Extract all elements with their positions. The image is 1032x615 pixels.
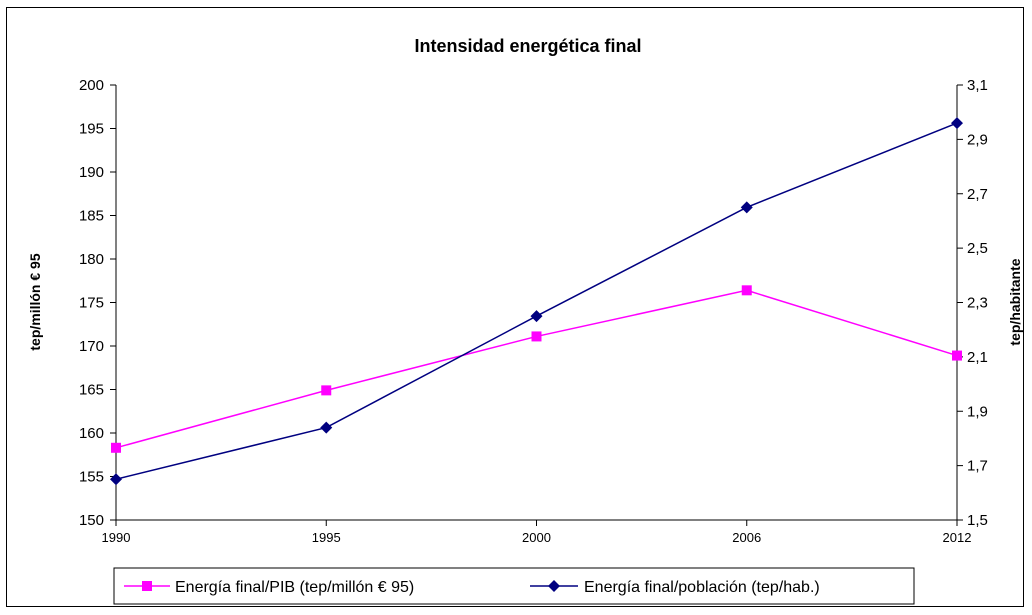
series-line-1: [115, 122, 958, 480]
y-left-tick-label: 150: [79, 512, 104, 529]
data-point-diamond: [110, 473, 122, 486]
y-left-tick-label: 180: [79, 251, 104, 268]
x-tick-label: 2006: [732, 530, 761, 545]
series-layer: [110, 117, 963, 486]
x-tick-label: 1995: [312, 530, 341, 545]
data-point-square: [531, 331, 542, 342]
x-tick-label: 1990: [102, 530, 131, 545]
y-right-tick-label: 2,5: [967, 240, 988, 257]
y-left-tick-label: 195: [79, 121, 104, 138]
legend-box: [113, 567, 915, 605]
data-point-square: [741, 285, 752, 296]
y-left-tick-label: 200: [79, 77, 104, 94]
y-right-tick-label: 2,7: [967, 186, 988, 203]
y-left-tick-label: 165: [79, 382, 104, 399]
chart-frame: [6, 7, 1024, 607]
y-left-tick-label: 155: [79, 469, 104, 486]
y-left-tick-label: 160: [79, 425, 104, 442]
y-right-tick-label: 2,3: [967, 295, 988, 312]
legend-marker-poblacion: [548, 580, 560, 592]
data-point-diamond: [951, 117, 963, 130]
y-left-tick-label: 170: [79, 338, 104, 355]
y-right-tick-label: 3,1: [967, 77, 988, 94]
data-point-square: [321, 385, 332, 396]
legend-label-poblacion: Energía final/población (tep/hab.): [584, 579, 820, 596]
y-left-axis-title: tep/millón € 95: [27, 253, 43, 350]
y-left-tick-label: 175: [79, 295, 104, 312]
y-right-tick-label: 1,7: [967, 458, 988, 475]
y-left-tick-label: 185: [79, 208, 104, 225]
legend-label-pib: Energía final/PIB (tep/millón € 95): [175, 579, 414, 596]
y-right-tick-label: 1,9: [967, 403, 988, 420]
data-point-square: [111, 442, 121, 453]
y-left-tick-label: 190: [79, 164, 104, 181]
axes: 150 155 160 165 170 175 180 185 190 195 200 1,5 1,7 1…: [79, 77, 988, 545]
legend: Energía final/PIB (tep/millón € 95) Ener…: [113, 567, 915, 605]
x-tick-label: 2012: [943, 530, 972, 545]
x-tick-label: 2000: [522, 530, 551, 545]
data-point-diamond: [320, 421, 333, 434]
y-right-tick-label: 2,9: [967, 131, 988, 148]
chart-title: Intensidad energética final: [414, 36, 641, 56]
y-right-tick-label: 2,1: [967, 349, 988, 366]
legend-marker-pib: [142, 581, 152, 591]
data-point-diamond: [740, 201, 753, 214]
y-right-axis-title: tep/habitante: [1007, 258, 1023, 345]
data-point-square: [952, 350, 962, 361]
data-point-diamond: [530, 310, 543, 323]
y-right-tick-label: 1,5: [967, 512, 988, 529]
